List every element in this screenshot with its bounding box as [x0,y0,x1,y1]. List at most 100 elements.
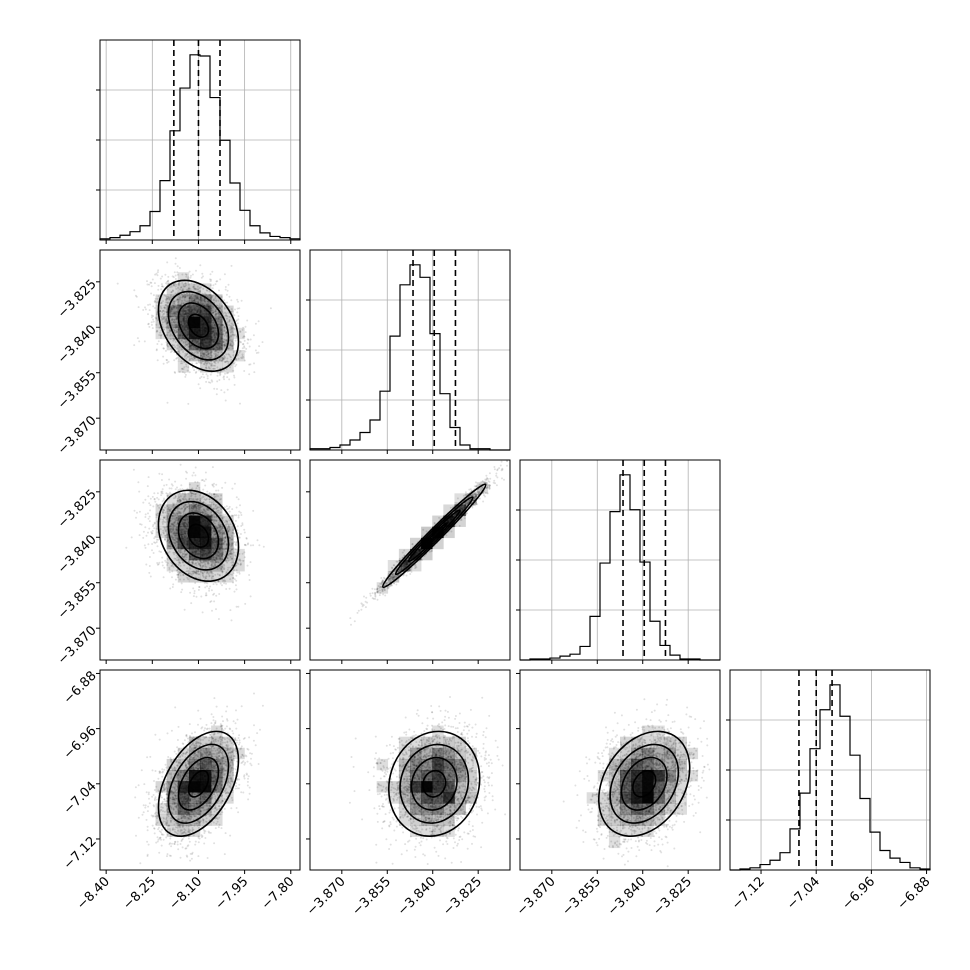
sample-point [206,303,209,306]
sample-point [199,504,202,507]
sample-point [161,473,164,476]
sample-point [165,540,168,543]
sample-point [222,358,224,361]
sample-point [230,330,233,333]
density-cell [211,338,223,351]
sample-point [239,402,241,405]
sample-point [219,511,222,514]
sample-point [243,346,246,349]
sample-point [170,487,173,490]
sample-point [166,344,168,346]
sample-point [133,289,136,292]
sample-point [211,466,214,469]
sample-point [183,296,186,299]
sample-point [245,347,248,350]
sample-point [217,361,220,364]
sample-point [183,285,186,288]
sample-point [162,313,165,316]
sample-point [187,561,190,564]
sample-point [231,331,234,334]
sample-point [170,310,173,313]
sample-point [212,493,215,496]
sample-point [239,340,242,343]
sample-point [203,508,206,511]
sample-point [215,312,217,315]
sample-point [226,376,229,379]
sample-point [216,554,219,557]
sample-point [198,349,201,352]
sample-point [202,572,205,575]
sample-point [219,307,222,310]
sample-point [203,561,206,564]
sample-point [172,551,175,554]
sample-point [192,507,195,510]
sample-point [227,311,230,314]
sample-point [174,274,177,277]
sample-point [212,306,215,308]
sample-point [187,560,189,563]
sample-point [198,489,201,492]
sample-point [169,351,172,354]
sample-point [201,511,204,514]
sample-point [182,350,185,353]
sample-point [226,520,229,523]
sample-point [155,513,158,516]
sample-point [230,335,233,338]
sample-point [214,350,217,353]
sample-point [164,317,167,320]
sample-point [211,572,214,575]
sample-point [185,553,188,556]
sample-point [227,507,230,510]
sample-point [223,345,226,348]
sample-point [172,284,175,286]
sample-point [156,531,159,534]
sample-point [211,560,214,563]
sample-point [142,536,145,539]
sample-point [156,297,159,300]
sample-point [154,273,157,276]
sample-point [172,306,174,309]
sample-point [218,289,220,292]
sample-point [153,282,156,285]
sample-point [221,565,224,568]
sample-point [166,533,169,536]
sample-point [215,493,218,496]
sample-point [202,508,205,511]
sample-point [225,334,228,337]
sample-point [187,572,190,575]
sample-point [223,338,226,341]
histogram-panel-0 [96,39,301,244]
sample-point [262,545,265,548]
sample-point [222,341,225,343]
sample-point [229,366,232,369]
sample-point [177,489,180,492]
sample-point [186,356,189,358]
sample-point [245,537,248,540]
sample-point [201,299,203,302]
sample-point [165,326,168,329]
sample-point [179,511,182,514]
density-cell [155,305,167,317]
sample-point [241,355,244,358]
sample-point [183,509,186,512]
sample-point [210,560,212,563]
density-cell [211,350,223,362]
sample-point [181,362,184,365]
sample-point [232,572,235,575]
sample-point [165,317,168,320]
sample-point [166,558,169,560]
sample-point [195,296,198,299]
sample-point [199,387,202,390]
sample-point [181,293,183,296]
sample-point [186,292,188,295]
sample-point [184,341,187,344]
sample-point [185,343,187,346]
sample-point [221,531,224,534]
sample-point [179,499,182,502]
sample-point [212,556,215,559]
sample-point [218,553,221,555]
sample-point [170,306,173,309]
sample-point [224,356,227,359]
sample-point [152,320,155,323]
